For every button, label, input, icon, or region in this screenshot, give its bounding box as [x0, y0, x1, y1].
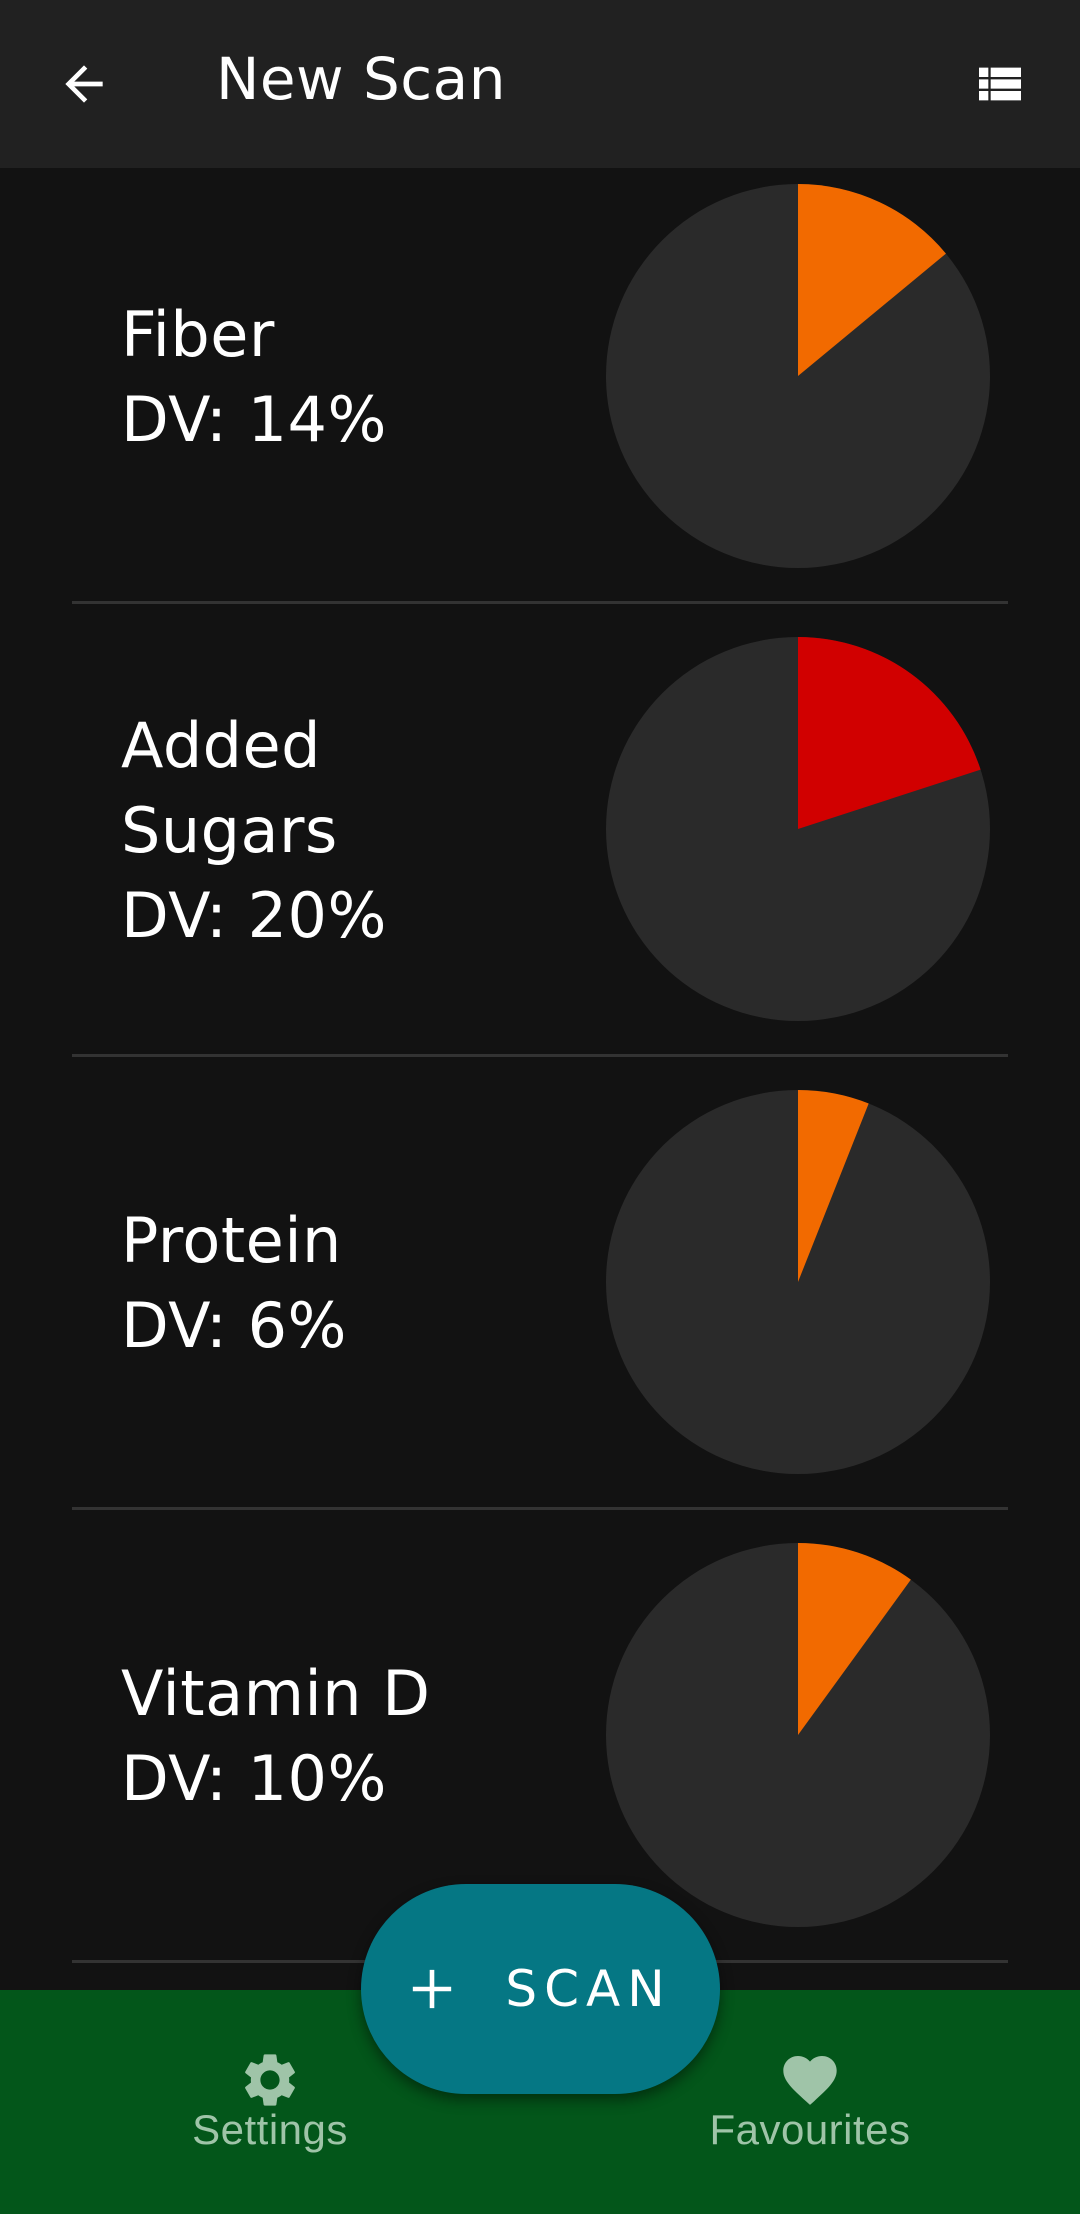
scan-fab-button[interactable]: SCAN: [361, 1884, 720, 2094]
nutrient-row-fiber[interactable]: Fiber DV: 14%: [0, 168, 1080, 621]
scan-label: SCAN: [505, 1960, 672, 2018]
gear-icon: [245, 2054, 295, 2106]
nutrient-name-line-2: Sugars: [121, 794, 338, 867]
nav-item-favourites[interactable]: Favourites: [630, 1990, 990, 2214]
nutrient-text: Added Sugars DV: 20%: [121, 703, 581, 958]
nutrient-dv: DV: 6%: [121, 1289, 347, 1362]
back-button[interactable]: [44, 44, 124, 124]
page-title: New Scan: [216, 45, 506, 113]
nutrient-name: Protein: [121, 1204, 342, 1277]
heart-icon: [783, 2056, 837, 2105]
nutrient-name: Vitamin D: [121, 1657, 431, 1730]
nutrient-row-protein[interactable]: Protein DV: 6%: [0, 1074, 1080, 1527]
nav-item-settings[interactable]: Settings: [90, 1990, 450, 2214]
plus-icon: [413, 1969, 452, 2009]
nutrient-text: Vitamin D DV: 10%: [121, 1651, 581, 1821]
nutrient-dv: DV: 20%: [121, 879, 387, 952]
nutrient-text: Protein DV: 6%: [121, 1198, 581, 1368]
nav-label-settings: Settings: [192, 2106, 348, 2153]
view-list-icon: [979, 67, 1021, 101]
divider: [72, 1054, 1008, 1057]
nutrient-name-line-1: Added: [121, 709, 322, 782]
nutrient-dv: DV: 10%: [121, 1742, 387, 1815]
pie-slice: [798, 1543, 911, 1735]
top-app-bar: New Scan: [0, 0, 1080, 168]
arrow-left-icon: [65, 65, 103, 103]
nav-label-favourites: Favourites: [709, 2106, 911, 2153]
pie-slice: [798, 1090, 869, 1282]
divider: [72, 601, 1008, 604]
nutrient-row-vitamin-d[interactable]: Vitamin D DV: 10%: [0, 1527, 1080, 1980]
protein-pie-chart: [606, 1090, 990, 1474]
nutrient-list[interactable]: Fiber DV: 14% Added Sugars DV: 20% P: [0, 168, 1080, 1990]
nutrient-name: Fiber: [121, 298, 275, 371]
view-list-button[interactable]: [960, 44, 1040, 124]
pie-slice: [798, 184, 946, 376]
nutrient-text: Fiber DV: 14%: [121, 292, 581, 462]
vitamin-d-pie-chart: [606, 1543, 990, 1927]
added-sugars-pie-chart: [606, 637, 990, 1021]
nutrient-dv: DV: 14%: [121, 383, 387, 456]
divider: [72, 1507, 1008, 1510]
fiber-pie-chart: [606, 184, 990, 568]
pie-slice: [798, 637, 981, 829]
nutrient-row-added-sugars[interactable]: Added Sugars DV: 20%: [0, 621, 1080, 1074]
